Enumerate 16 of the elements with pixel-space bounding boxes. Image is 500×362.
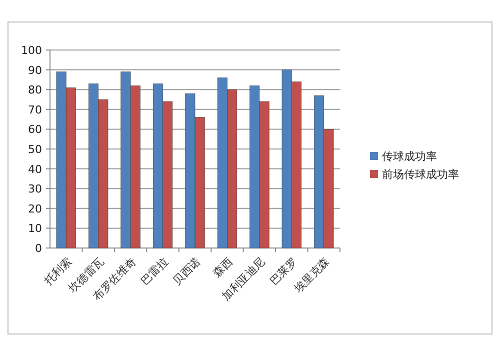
- y-tick-label: 10: [28, 222, 42, 236]
- y-tick-label: 0: [35, 242, 42, 255]
- y-tick-label: 90: [28, 64, 42, 77]
- y-tick-label: 40: [28, 162, 42, 176]
- x-tick-label: 巴雷拉: [138, 254, 171, 288]
- x-tick-label: 森西: [210, 254, 236, 280]
- y-tick-label: 100: [21, 44, 42, 57]
- y-tick-label: 30: [28, 182, 42, 196]
- y-tick-label: 80: [28, 84, 42, 97]
- legend-label: 前场传球成功率: [382, 168, 459, 181]
- y-tick-label: 20: [28, 202, 42, 216]
- legend-label: 传球成功率: [382, 150, 437, 163]
- y-tick-label: 50: [28, 143, 42, 156]
- y-tick-label: 70: [28, 103, 42, 116]
- y-tick-label: 60: [28, 123, 42, 136]
- x-tick-label: 贝西诺: [170, 254, 204, 288]
